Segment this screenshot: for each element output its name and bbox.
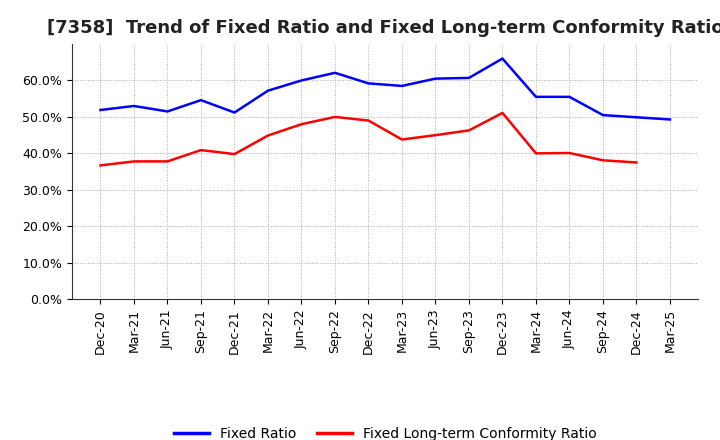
Fixed Long-term Conformity Ratio [130,159,138,164]
Fixed Long-term Conformity Ratio [464,128,473,133]
Fixed Ratio [197,98,205,103]
Fixed Ratio [531,94,540,99]
Fixed Long-term Conformity Ratio [397,137,406,142]
Fixed Ratio [330,70,339,75]
Fixed Ratio [230,110,239,115]
Fixed Ratio [665,117,674,122]
Fixed Long-term Conformity Ratio [297,121,306,127]
Title: [7358]  Trend of Fixed Ratio and Fixed Long-term Conformity Ratio: [7358] Trend of Fixed Ratio and Fixed Lo… [47,19,720,37]
Fixed Long-term Conformity Ratio [197,147,205,153]
Fixed Long-term Conformity Ratio [264,133,272,138]
Fixed Ratio [632,115,641,120]
Fixed Long-term Conformity Ratio [330,114,339,120]
Fixed Long-term Conformity Ratio [230,151,239,157]
Fixed Long-term Conformity Ratio [565,150,574,156]
Fixed Ratio [565,94,574,99]
Fixed Long-term Conformity Ratio [431,132,440,138]
Fixed Ratio [130,103,138,109]
Fixed Long-term Conformity Ratio [364,118,373,123]
Fixed Ratio [163,109,172,114]
Fixed Ratio [96,107,105,113]
Line: Fixed Long-term Conformity Ratio: Fixed Long-term Conformity Ratio [101,113,636,165]
Legend: Fixed Ratio, Fixed Long-term Conformity Ratio: Fixed Ratio, Fixed Long-term Conformity … [168,421,602,440]
Line: Fixed Ratio: Fixed Ratio [101,59,670,120]
Fixed Long-term Conformity Ratio [632,160,641,165]
Fixed Ratio [431,76,440,81]
Fixed Ratio [264,88,272,93]
Fixed Ratio [364,81,373,86]
Fixed Long-term Conformity Ratio [598,158,607,163]
Fixed Ratio [297,78,306,83]
Fixed Long-term Conformity Ratio [96,163,105,168]
Fixed Ratio [464,75,473,81]
Fixed Long-term Conformity Ratio [531,151,540,156]
Fixed Long-term Conformity Ratio [498,110,507,116]
Fixed Ratio [598,113,607,118]
Fixed Long-term Conformity Ratio [163,159,172,164]
Fixed Ratio [397,83,406,88]
Fixed Ratio [498,56,507,61]
